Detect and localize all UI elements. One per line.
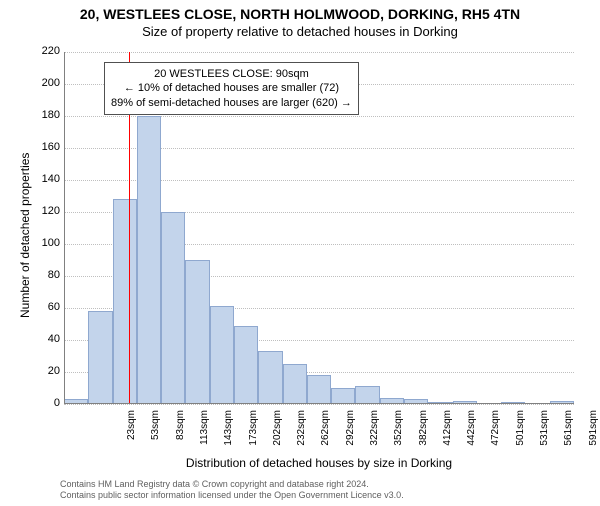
axis-bottom xyxy=(64,403,574,404)
xtick-label: 262sqm xyxy=(320,410,331,460)
histogram-bar xyxy=(88,311,112,404)
ytick-label: 160 xyxy=(30,141,60,153)
xtick-label: 83sqm xyxy=(175,410,186,460)
xtick-label: 591sqm xyxy=(588,410,599,460)
histogram-bar xyxy=(185,260,209,404)
histogram-bar xyxy=(355,386,379,404)
ytick-label: 180 xyxy=(30,109,60,121)
histogram-bar xyxy=(210,306,234,404)
ytick-label: 0 xyxy=(30,397,60,409)
xtick-label: 531sqm xyxy=(539,410,550,460)
annotation-box: 20 WESTLEES CLOSE: 90sqm ← 10% of detach… xyxy=(104,62,359,115)
ytick-label: 40 xyxy=(30,333,60,345)
ytick-label: 100 xyxy=(30,237,60,249)
footer-line2: Contains public sector information licen… xyxy=(60,490,404,502)
ytick-label: 120 xyxy=(30,205,60,217)
xtick-label: 322sqm xyxy=(369,410,380,460)
title-main: 20, WESTLEES CLOSE, NORTH HOLMWOOD, DORK… xyxy=(0,6,600,22)
xtick-label: 561sqm xyxy=(563,410,574,460)
ytick-label: 140 xyxy=(30,173,60,185)
annotation-line1: 20 WESTLEES CLOSE: 90sqm xyxy=(111,67,352,81)
xtick-label: 412sqm xyxy=(442,410,453,460)
x-axis-label: Distribution of detached houses by size … xyxy=(64,456,574,470)
histogram-bar xyxy=(161,212,185,404)
histogram-bar xyxy=(113,199,137,404)
chart-container: 20, WESTLEES CLOSE, NORTH HOLMWOOD, DORK… xyxy=(0,6,600,506)
xtick-label: 143sqm xyxy=(223,410,234,460)
histogram-bar xyxy=(234,326,258,404)
ytick-label: 220 xyxy=(30,45,60,57)
xtick-label: 113sqm xyxy=(199,410,210,460)
xtick-label: 173sqm xyxy=(248,410,259,460)
xtick-label: 202sqm xyxy=(272,410,283,460)
axis-left xyxy=(64,52,65,404)
ytick-label: 20 xyxy=(30,365,60,377)
histogram-bar xyxy=(331,388,355,404)
histogram-bar xyxy=(307,375,331,404)
xtick-label: 472sqm xyxy=(490,410,501,460)
xtick-label: 352sqm xyxy=(393,410,404,460)
xtick-label: 382sqm xyxy=(418,410,429,460)
ytick-label: 200 xyxy=(30,77,60,89)
footer-line1: Contains HM Land Registry data © Crown c… xyxy=(60,479,404,491)
title-sub: Size of property relative to detached ho… xyxy=(0,24,600,39)
annotation-line3: 89% of semi-detached houses are larger (… xyxy=(111,96,352,110)
footer: Contains HM Land Registry data © Crown c… xyxy=(60,479,404,502)
annotation-line2: ← 10% of detached houses are smaller (72… xyxy=(111,81,352,95)
histogram-bar xyxy=(258,351,282,404)
histogram-bar xyxy=(137,116,161,404)
plot-area: 20 WESTLEES CLOSE: 90sqm ← 10% of detach… xyxy=(64,52,574,404)
xtick-label: 53sqm xyxy=(150,410,161,460)
ytick-label: 60 xyxy=(30,301,60,313)
xtick-label: 23sqm xyxy=(126,410,137,460)
histogram-bar xyxy=(283,364,307,404)
xtick-label: 501sqm xyxy=(515,410,526,460)
xtick-label: 292sqm xyxy=(345,410,356,460)
ytick-label: 80 xyxy=(30,269,60,281)
grid-line xyxy=(64,404,574,405)
xtick-label: 442sqm xyxy=(466,410,477,460)
xtick-label: 232sqm xyxy=(296,410,307,460)
